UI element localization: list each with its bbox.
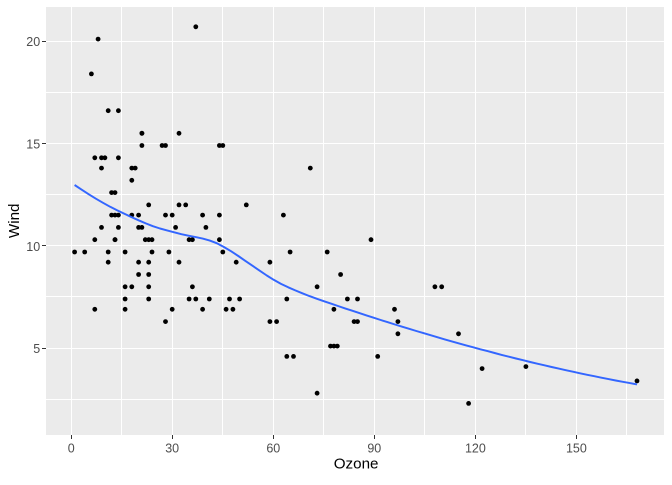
svg-text:90: 90 [367,442,381,456]
svg-text:Ozone: Ozone [334,456,379,473]
svg-text:Wind: Wind [6,203,23,238]
svg-text:0: 0 [68,442,75,456]
svg-text:60: 60 [266,442,280,456]
svg-text:15: 15 [26,138,40,152]
svg-text:150: 150 [566,442,587,456]
svg-text:5: 5 [33,342,40,356]
svg-text:30: 30 [165,442,179,456]
svg-text:10: 10 [26,240,40,254]
svg-text:20: 20 [26,35,40,49]
svg-text:120: 120 [465,442,486,456]
